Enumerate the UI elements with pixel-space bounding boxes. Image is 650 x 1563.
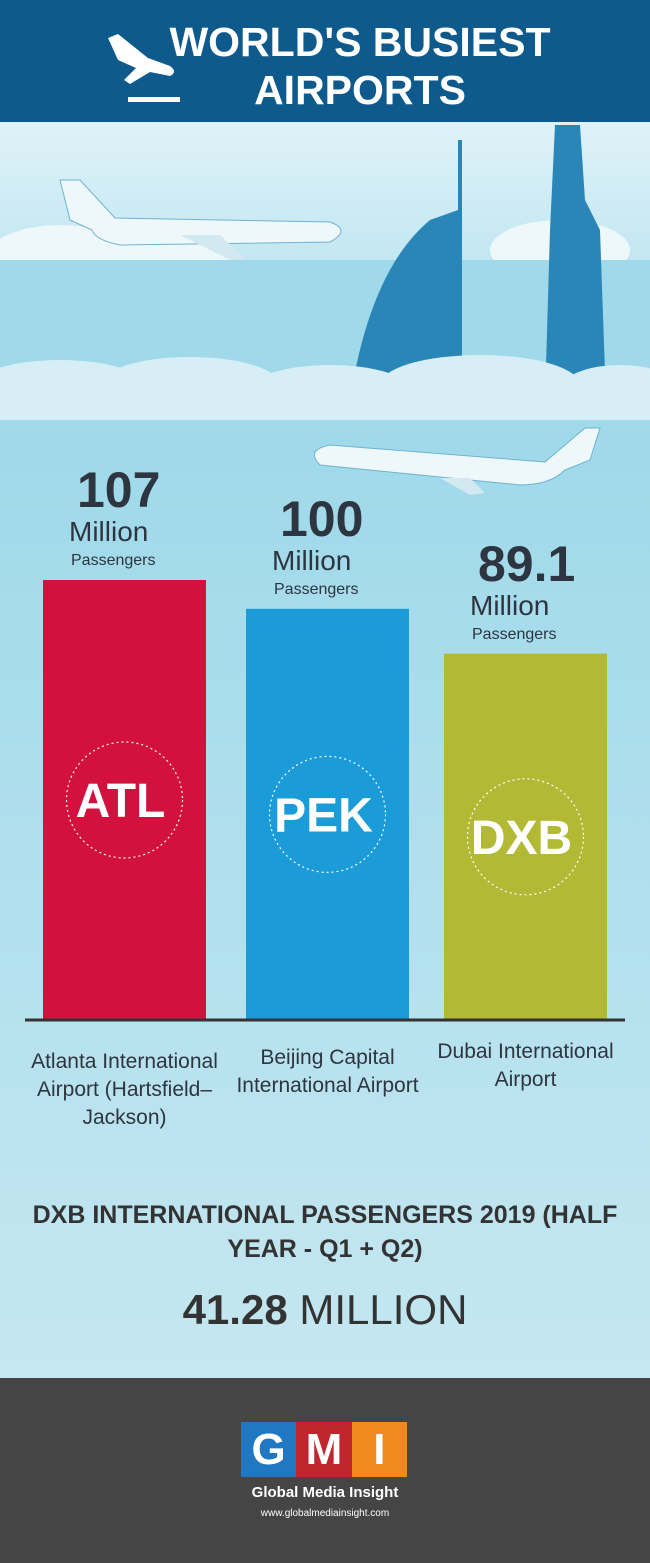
highlight-figure: 41.28 MILLION [0, 1285, 650, 1335]
logo-letter: G [241, 1422, 297, 1477]
highlight-unit: MILLION [299, 1286, 468, 1333]
value-unit: Million [470, 589, 550, 621]
plane-middle [313, 427, 601, 495]
plane-icon [108, 34, 180, 102]
highlight-title: DXB INTERNATIONAL PASSENGERS 2019 (HALF … [32, 1201, 618, 1263]
logo-letter: M [296, 1422, 352, 1477]
bar [43, 580, 206, 1020]
burj-al-arab [350, 125, 606, 400]
title: WORLD'S BUSIEST AIRPORTS [169, 19, 551, 113]
header-band [0, 0, 650, 122]
value-label: 107 [77, 462, 161, 518]
category-label: Atlanta International Airport (Hartsfiel… [31, 1050, 218, 1129]
airport-code: ATL [76, 775, 166, 828]
airport-code: PEK [274, 789, 373, 842]
lower-clouds [0, 355, 650, 420]
plane-top [59, 179, 342, 260]
category-label: Beijing Capital International Airport [236, 1046, 419, 1097]
value-label: 89.1 [478, 535, 576, 592]
value-sublabel: Passengers [274, 580, 359, 598]
route-ring [466, 778, 585, 896]
value-unit: Million [272, 544, 352, 576]
airport-code: DXB [471, 812, 572, 865]
logo-letter: I [351, 1422, 407, 1477]
value-unit: Million [69, 516, 149, 547]
company-name: Global Media Insight [251, 1484, 399, 1501]
route-ring [268, 755, 387, 873]
highlight-value: 41.28 [182, 1286, 288, 1333]
bar [444, 653, 607, 1020]
route-ring [65, 741, 184, 859]
company-url: www.globalmediainsight.com [260, 1508, 390, 1519]
logo: G M I [241, 1422, 407, 1477]
category-label: Dubai International Airport [437, 1040, 614, 1091]
bar [246, 608, 409, 1020]
value-label: 100 [280, 490, 364, 547]
value-sublabel: Passengers [71, 552, 156, 569]
value-sublabel: Passengers [472, 625, 557, 643]
